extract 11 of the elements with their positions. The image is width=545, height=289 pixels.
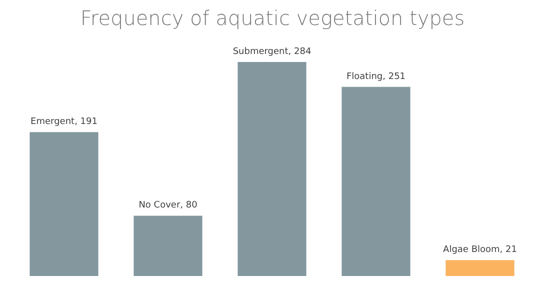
bar bbox=[342, 86, 410, 276]
data-label: Floating, 251 bbox=[346, 72, 406, 82]
data-label: No Cover, 80 bbox=[138, 200, 198, 211]
data-label: Submergent, 284 bbox=[232, 46, 312, 57]
chart-title: Frequency of aquatic vegetation types bbox=[79, 5, 466, 30]
bar bbox=[30, 132, 98, 276]
bar bbox=[238, 62, 306, 276]
bar bbox=[134, 216, 202, 276]
data-label: Algae Bloom, 21 bbox=[443, 245, 517, 256]
data-label: Emergent, 191 bbox=[30, 116, 98, 127]
bar bbox=[446, 260, 514, 276]
